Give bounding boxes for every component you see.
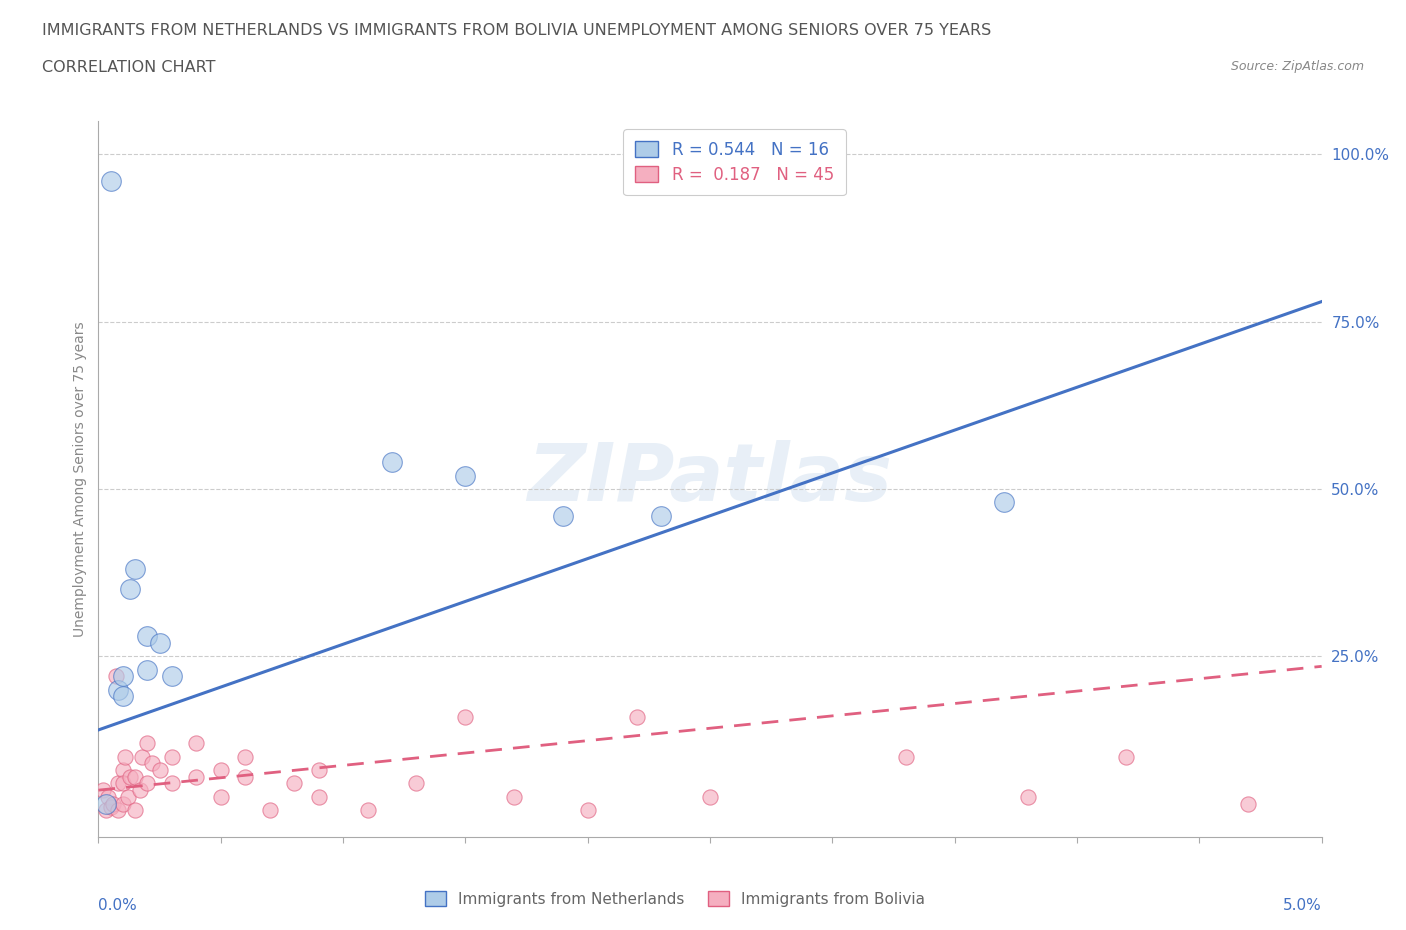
Point: [136, 629, 159, 644]
Point: [107, 803, 129, 817]
Point: [111, 689, 134, 704]
Point: [111, 669, 134, 684]
Point: [120, 582, 142, 597]
Point: [91, 783, 114, 798]
Point: [141, 756, 163, 771]
Point: [1237, 796, 1260, 811]
Point: [553, 509, 575, 524]
Point: [149, 763, 172, 777]
Point: [259, 803, 281, 817]
Point: [136, 776, 159, 790]
Point: [186, 736, 208, 751]
Point: [186, 769, 208, 784]
Point: [101, 796, 124, 811]
Point: [993, 495, 1015, 510]
Point: [107, 683, 129, 698]
Point: [160, 776, 183, 790]
Point: [136, 662, 159, 677]
Y-axis label: Unemployment Among Seniors over 75 years: Unemployment Among Seniors over 75 years: [73, 321, 87, 637]
Point: [111, 763, 134, 777]
Text: IMMIGRANTS FROM NETHERLANDS VS IMMIGRANTS FROM BOLIVIA UNEMPLOYMENT AMONG SENIOR: IMMIGRANTS FROM NETHERLANDS VS IMMIGRANT…: [42, 23, 991, 38]
Point: [283, 776, 305, 790]
Point: [503, 790, 526, 804]
Point: [405, 776, 427, 790]
Point: [97, 790, 120, 804]
Point: [576, 803, 599, 817]
Point: [120, 769, 142, 784]
Point: [131, 750, 153, 764]
Point: [894, 750, 917, 764]
Point: [100, 174, 122, 189]
Point: [160, 669, 183, 684]
Point: [149, 635, 172, 650]
Point: [1115, 750, 1137, 764]
Point: [94, 796, 117, 811]
Point: [136, 736, 159, 751]
Point: [699, 790, 721, 804]
Text: 0.0%: 0.0%: [98, 897, 138, 913]
Text: ZIPatlas: ZIPatlas: [527, 440, 893, 518]
Point: [124, 803, 146, 817]
Point: [107, 776, 129, 790]
Legend: Immigrants from Netherlands, Immigrants from Bolivia: Immigrants from Netherlands, Immigrants …: [419, 885, 931, 913]
Point: [111, 776, 134, 790]
Point: [124, 562, 146, 577]
Point: [117, 790, 139, 804]
Point: [308, 763, 330, 777]
Text: Source: ZipAtlas.com: Source: ZipAtlas.com: [1230, 60, 1364, 73]
Point: [233, 769, 256, 784]
Point: [104, 669, 127, 684]
Point: [124, 769, 146, 784]
Point: [308, 790, 330, 804]
Point: [454, 468, 477, 483]
Point: [100, 800, 122, 815]
Point: [626, 709, 648, 724]
Point: [356, 803, 378, 817]
Point: [111, 796, 134, 811]
Point: [381, 455, 404, 470]
Point: [454, 709, 477, 724]
Point: [233, 750, 256, 764]
Point: [114, 750, 136, 764]
Point: [1017, 790, 1039, 804]
Legend: R = 0.544   N = 16, R =  0.187   N = 45: R = 0.544 N = 16, R = 0.187 N = 45: [623, 129, 845, 195]
Point: [650, 509, 672, 524]
Point: [129, 783, 152, 798]
Point: [160, 750, 183, 764]
Point: [209, 790, 232, 804]
Point: [209, 763, 232, 777]
Point: [94, 803, 117, 817]
Text: 5.0%: 5.0%: [1282, 897, 1322, 913]
Text: CORRELATION CHART: CORRELATION CHART: [42, 60, 215, 75]
